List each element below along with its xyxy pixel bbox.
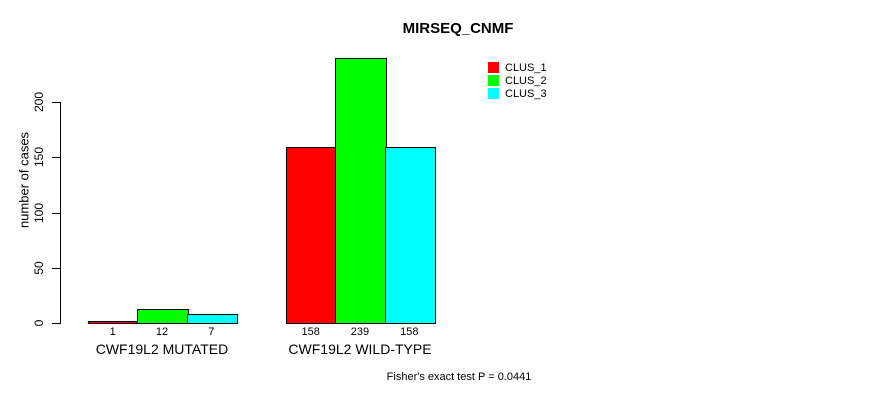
legend-label: CLUS_1	[505, 61, 547, 74]
legend-swatch-clus_3	[488, 88, 499, 99]
y-axis-tick	[52, 157, 60, 159]
bar-value-label: 158	[400, 326, 419, 338]
legend-label: CLUS_2	[505, 74, 547, 87]
y-axis-tick-label: 150	[32, 147, 46, 168]
y-axis-tick	[52, 102, 60, 103]
y-axis-line	[60, 102, 62, 324]
y-axis-tick-label: 200	[32, 91, 46, 113]
bar-value-label: 12	[155, 326, 169, 338]
bar-clus_2	[137, 308, 189, 324]
bar-value-label: 239	[350, 326, 370, 338]
bar-value-label: 158	[301, 326, 320, 338]
y-axis-tick	[52, 212, 60, 214]
bar-clus_1	[88, 320, 140, 324]
legend: CLUS_1 CLUS_2 CLUS_3	[488, 61, 547, 100]
legend-swatch-clus_1	[488, 62, 499, 73]
y-axis-tick-label: 100	[32, 202, 46, 223]
bar-clus_1	[286, 147, 338, 324]
bar-clus_3	[384, 147, 436, 324]
bar-clus_2	[335, 57, 387, 324]
y-axis-tick-label: 0	[32, 319, 46, 327]
legend-row: CLUS_2	[488, 74, 547, 87]
legend-label: CLUS_3	[505, 87, 547, 100]
legend-swatch-clus_2	[488, 75, 499, 86]
y-axis-tick	[52, 267, 60, 269]
y-axis-label: number of cases	[16, 131, 32, 229]
y-axis-tick-label: 50	[32, 261, 46, 275]
y-axis-tick	[52, 323, 60, 324]
category-label: CWF19L2 MUTATED	[95, 341, 229, 357]
category-label: CWF19L2 WILD-TYPE	[288, 341, 432, 357]
legend-row: CLUS_1	[488, 61, 547, 74]
legend-row: CLUS_3	[488, 87, 547, 100]
bar-clus_3	[186, 314, 238, 324]
annotation-fisher-test: Fisher's exact test P = 0.0441	[386, 371, 532, 383]
bar-value-label: 1	[109, 326, 116, 338]
chart-title: MIRSEQ_CNMF	[402, 20, 514, 37]
bar-value-label: 7	[208, 326, 215, 338]
